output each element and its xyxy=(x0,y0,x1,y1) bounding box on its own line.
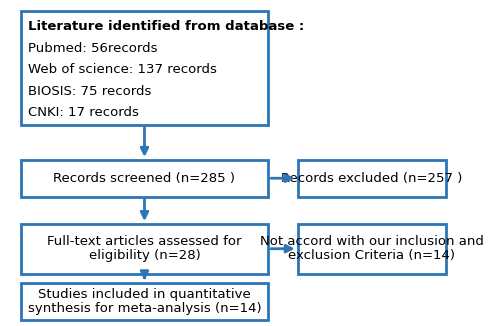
FancyBboxPatch shape xyxy=(298,160,446,197)
FancyBboxPatch shape xyxy=(21,283,268,320)
Text: Records excluded (n=257 ): Records excluded (n=257 ) xyxy=(281,172,462,185)
Text: Records screened (n=285 ): Records screened (n=285 ) xyxy=(54,172,236,185)
Text: BIOSIS: 75 records: BIOSIS: 75 records xyxy=(28,85,152,98)
Text: Literature identified from database :: Literature identified from database : xyxy=(28,21,304,33)
Text: Full-text articles assessed for: Full-text articles assessed for xyxy=(47,235,242,248)
FancyBboxPatch shape xyxy=(298,224,446,274)
Text: Web of science: 137 records: Web of science: 137 records xyxy=(28,63,217,76)
Text: Pubmed: 56records: Pubmed: 56records xyxy=(28,42,158,55)
Text: eligibility (n=28): eligibility (n=28) xyxy=(88,249,200,262)
FancyBboxPatch shape xyxy=(21,160,268,197)
Text: exclusion Criteria (n=14): exclusion Criteria (n=14) xyxy=(288,249,456,262)
Text: synthesis for meta-analysis (n=14): synthesis for meta-analysis (n=14) xyxy=(28,302,262,315)
FancyBboxPatch shape xyxy=(21,11,268,125)
Text: Studies included in quantitative: Studies included in quantitative xyxy=(38,289,251,301)
FancyBboxPatch shape xyxy=(21,224,268,274)
Text: Not accord with our inclusion and: Not accord with our inclusion and xyxy=(260,235,484,248)
Text: CNKI: 17 records: CNKI: 17 records xyxy=(28,106,139,119)
